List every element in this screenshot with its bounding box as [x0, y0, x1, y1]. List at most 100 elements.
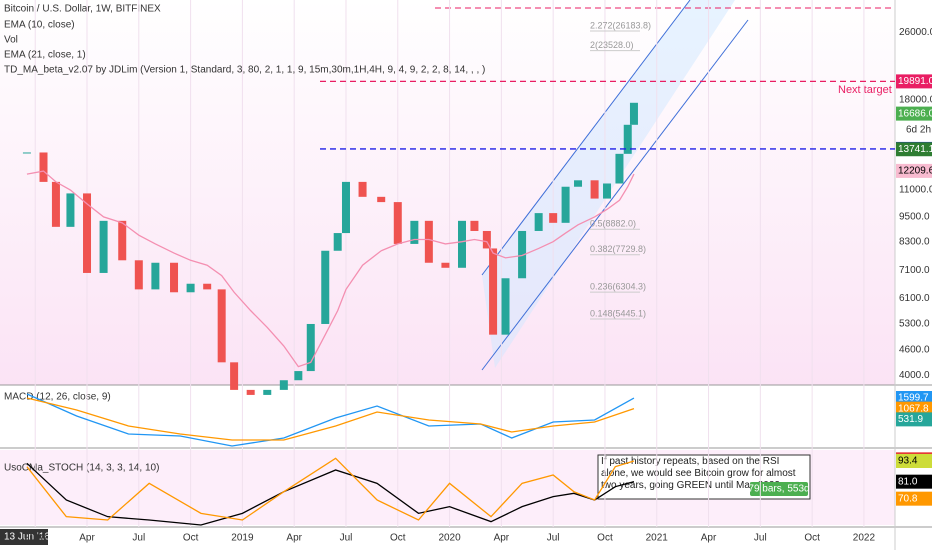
title: UsoCMa_STOCH (14, 3, 3, 14, 10)	[4, 463, 159, 474]
candle	[501, 278, 510, 335]
candle	[66, 193, 75, 227]
y-tick-label: 5300.0	[899, 319, 930, 330]
level-label: 93.4	[898, 456, 918, 467]
x-tick-label: 2021	[646, 533, 669, 544]
legend-item: TD_MA_beta_v2.07 by JDLim (Version 1, St…	[4, 65, 485, 76]
candle	[170, 262, 179, 293]
candle	[246, 389, 255, 395]
x-tick-label: Apr	[79, 533, 95, 544]
candle	[22, 152, 31, 154]
badge	[902, 124, 932, 136]
candle	[151, 262, 160, 290]
legend-item: EMA (21, close, 1)	[4, 50, 86, 61]
candle	[393, 202, 402, 244]
candle	[134, 260, 143, 290]
candle	[358, 181, 367, 197]
candle	[341, 181, 350, 234]
x-tick-label: 2022	[853, 533, 876, 544]
candle	[279, 380, 288, 390]
candle	[590, 180, 599, 199]
x-tick-label: Apr	[494, 533, 510, 544]
series-line	[26, 457, 635, 521]
y-tick-label: 11000.0	[899, 185, 932, 196]
level-label: 1067.8	[898, 403, 929, 414]
candle	[458, 220, 467, 268]
candle	[39, 152, 48, 182]
fib-label: 0.148(5445.1)	[590, 308, 646, 318]
x-tick-label: Oct	[597, 533, 613, 544]
candle	[118, 220, 127, 261]
x-tick-label: 2020	[438, 533, 461, 544]
level-badge	[896, 491, 932, 506]
x-tick-label: 2018	[24, 533, 47, 544]
legend-item: Vol	[4, 35, 18, 46]
candle	[482, 230, 491, 249]
candle	[470, 220, 479, 231]
candle	[603, 183, 612, 199]
y-tick-label: 4000.0	[899, 370, 930, 381]
x-tick-label: Jul	[340, 533, 353, 544]
candle	[441, 262, 450, 268]
candle	[294, 371, 303, 381]
x-tick-label: 2019	[231, 533, 254, 544]
fib-label: 2(23528.0)	[590, 40, 634, 50]
candle	[203, 283, 212, 290]
y-tick-label: 4600.0	[899, 345, 930, 356]
candle	[51, 181, 60, 227]
note-text: If past history repeats, based on the RS…	[601, 456, 796, 491]
price-pane	[0, 0, 895, 385]
y-tick-label: 8300.0	[899, 236, 930, 247]
fib-label: 2.272(26183.8)	[590, 20, 651, 30]
fib-label: 0.236(6304.3)	[590, 282, 646, 292]
range-label: 79 bars, 553d	[748, 484, 809, 495]
series-line	[26, 170, 635, 368]
level-badge	[896, 142, 932, 157]
y-tick-label: 6100.0	[899, 293, 930, 304]
x-tick-label: Oct	[804, 533, 820, 544]
candle	[186, 283, 195, 293]
candle	[623, 124, 632, 154]
candle	[629, 102, 638, 125]
series-line	[26, 462, 635, 526]
x-tick-label: Jul	[754, 533, 767, 544]
level-badge	[896, 401, 932, 416]
level-label: 19891.0	[898, 76, 932, 87]
candle	[263, 389, 272, 395]
candle	[424, 220, 433, 263]
title: MACD (12, 26, close, 9)	[4, 392, 111, 403]
y-tick-label: 26000.0	[899, 27, 932, 38]
level-label: 12209.6	[898, 166, 932, 177]
date-label: 13 Jun '16	[4, 532, 50, 543]
candle	[615, 153, 624, 184]
candle	[574, 180, 583, 187]
channel-line	[481, 19, 749, 371]
candle	[306, 323, 315, 372]
title: Bitcoin / U.S. Dollar, 1W, BITFINEX	[4, 4, 161, 15]
level-label: 531.9	[898, 414, 923, 425]
series-line	[26, 393, 635, 447]
x-tick-label: Oct	[390, 533, 406, 544]
x-tick-label: Apr	[701, 533, 717, 544]
candle	[321, 250, 330, 324]
level-badge	[896, 412, 932, 427]
level-badge	[896, 74, 932, 89]
level-badge	[896, 474, 932, 489]
level-label: 1599.7	[898, 393, 929, 404]
candle	[99, 220, 108, 273]
range-box	[750, 482, 808, 496]
series-line	[26, 397, 635, 441]
candle	[534, 213, 543, 231]
x-tick-label: Jul	[547, 533, 560, 544]
candle	[377, 196, 386, 203]
x-tick-label: Apr	[286, 533, 302, 544]
level-label: 70.8	[898, 493, 918, 504]
candle	[561, 186, 570, 223]
fib-label: 0.5(8882.0)	[590, 219, 636, 229]
candle	[83, 193, 92, 273]
level-label: 81.0	[898, 476, 918, 487]
level-badge	[896, 163, 932, 178]
channel-line	[481, 0, 691, 276]
note: If past history repeats, based on the RS…	[601, 456, 796, 491]
y-tick-label: 7100.0	[899, 265, 930, 276]
